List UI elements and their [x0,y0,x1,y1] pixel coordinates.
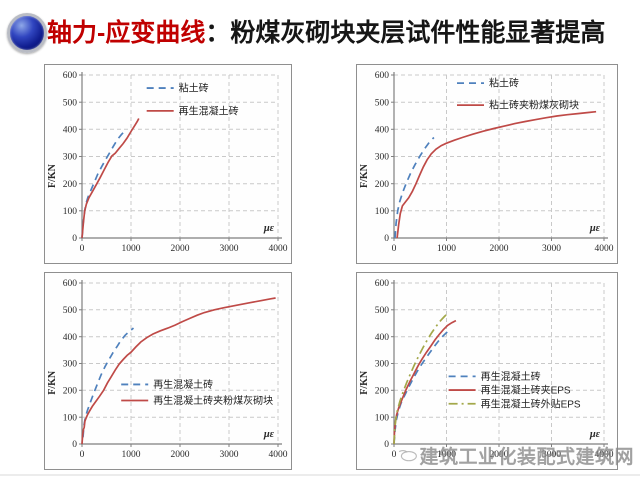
svg-text:粘土砖: 粘土砖 [489,77,519,90]
svg-text:300: 300 [375,153,390,163]
svg-text:με: με [263,223,275,234]
svg-text:0: 0 [384,440,389,450]
svg-text:600: 600 [375,279,390,289]
svg-text:0: 0 [80,244,85,254]
svg-text:200: 200 [375,180,390,190]
svg-text:300: 300 [63,360,78,370]
svg-text:500: 500 [375,306,390,316]
svg-text:再生混凝土砖夹粉煤灰砌块: 再生混凝土砖夹粉煤灰砌块 [153,394,273,407]
svg-text:με: με [589,223,601,234]
chart-clay-brick-flyash-sandwich: 0 100 200 300 400 500 600 0 1000 2000 3000 4000 F/KN… [356,64,618,264]
svg-text:4000: 4000 [269,450,288,460]
svg-text:100: 100 [63,413,78,423]
svg-text:100: 100 [63,207,78,217]
title-statement: 粉煤灰砌块夹层试件性能显著提高 [230,19,606,47]
slide-bottom-edge [0,474,640,476]
svg-text:4000: 4000 [595,244,614,254]
svg-text:με: με [589,429,601,440]
svg-text:再生混凝土砖夹EPS: 再生混凝土砖夹EPS [481,384,571,397]
svg-text:500: 500 [63,98,78,108]
svg-text:F/KN: F/KN [47,163,58,188]
svg-text:300: 300 [63,153,78,163]
svg-text:600: 600 [63,71,78,81]
svg-text:400: 400 [375,126,390,136]
chart-recycled-brick-eps: 0 100 200 300 400 500 600 0 1000 2000 3000 4000 F/KN… [356,272,618,470]
svg-text:400: 400 [63,333,78,343]
svg-text:3000: 3000 [542,450,561,460]
svg-text:F/KN: F/KN [359,370,370,395]
svg-text:4000: 4000 [269,244,288,254]
svg-text:再生混凝土砖: 再生混凝土砖 [179,104,239,117]
chart-recycled-brick-flyash-sandwich: 0 100 200 300 400 500 600 0 1000 2000 3000 4000 F/KN… [44,272,292,470]
svg-text:0: 0 [392,244,397,254]
svg-text:100: 100 [375,207,390,217]
svg-text:200: 200 [375,387,390,397]
svg-text:500: 500 [375,98,390,108]
svg-text:1000: 1000 [437,244,456,254]
svg-text:3000: 3000 [220,244,239,254]
svg-text:100: 100 [375,413,390,423]
svg-text:300: 300 [375,360,390,370]
svg-text:3000: 3000 [542,244,561,254]
svg-text:1000: 1000 [437,450,456,460]
svg-text:200: 200 [63,180,78,190]
svg-text:再生混凝土砖: 再生混凝土砖 [153,378,213,391]
svg-text:F/KN: F/KN [359,163,370,188]
svg-text:2000: 2000 [171,244,190,254]
svg-text:600: 600 [63,279,78,289]
svg-text:1000: 1000 [122,244,141,254]
svg-text:再生混凝土砖: 再生混凝土砖 [481,370,541,383]
svg-text:0: 0 [80,450,85,460]
chart-clay-vs-recycled-brick: 0 100 200 300 400 500 600 0 1000 2000 3000 4000 F/KN… [44,64,292,264]
svg-text:0: 0 [384,234,389,244]
svg-text:2000: 2000 [171,450,190,460]
svg-text:粘土砖: 粘土砖 [179,82,209,95]
svg-text:F/KN: F/KN [47,370,58,395]
svg-text:3000: 3000 [220,450,239,460]
svg-text:0: 0 [72,234,77,244]
svg-text:200: 200 [63,387,78,397]
svg-text:2000: 2000 [490,450,509,460]
svg-text:600: 600 [375,71,390,81]
svg-text:4000: 4000 [595,450,614,460]
svg-text:1000: 1000 [122,450,141,460]
svg-text:2000: 2000 [490,244,509,254]
svg-text:0: 0 [392,450,397,460]
svg-text:500: 500 [63,306,78,316]
svg-text:0: 0 [72,440,77,450]
svg-text:再生混凝土砖外贴EPS: 再生混凝土砖外贴EPS [481,397,581,410]
page-title: 轴力-应变曲线：粉煤灰砌块夹层试件性能显著提高 [47,13,605,49]
sphere-bullet-icon [7,13,47,53]
title-bar: 轴力-应变曲线：粉煤灰砌块夹层试件性能显著提高 [0,6,640,56]
title-separator: ： [205,19,231,47]
svg-text:400: 400 [63,126,78,136]
svg-text:粘土砖夹粉煤灰砌块: 粘土砖夹粉煤灰砌块 [489,99,579,112]
title-keyword: 轴力-应变曲线 [47,19,206,47]
svg-text:με: με [263,429,275,440]
svg-text:400: 400 [375,333,390,343]
